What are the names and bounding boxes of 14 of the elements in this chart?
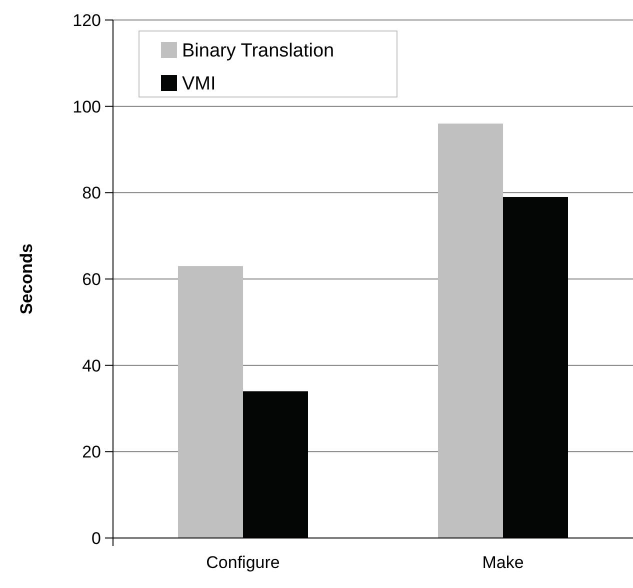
y-axis-title: Seconds — [17, 244, 36, 314]
bar — [178, 266, 243, 538]
y-tick-label: 80 — [82, 184, 101, 203]
x-tick-label: Make — [482, 553, 524, 572]
y-tick-label: 0 — [92, 528, 101, 548]
y-tick-label: 60 — [82, 270, 101, 289]
y-tick-label: 20 — [82, 442, 101, 462]
bar — [438, 124, 503, 538]
y-tick-label: 100 — [72, 97, 101, 116]
legend-label: Binary Translation — [182, 40, 334, 62]
legend-label: VMI — [182, 74, 216, 95]
y-tick-label: 40 — [82, 356, 101, 376]
y-tick-label: 120 — [72, 10, 101, 30]
x-tick-label: Configure — [206, 553, 280, 572]
